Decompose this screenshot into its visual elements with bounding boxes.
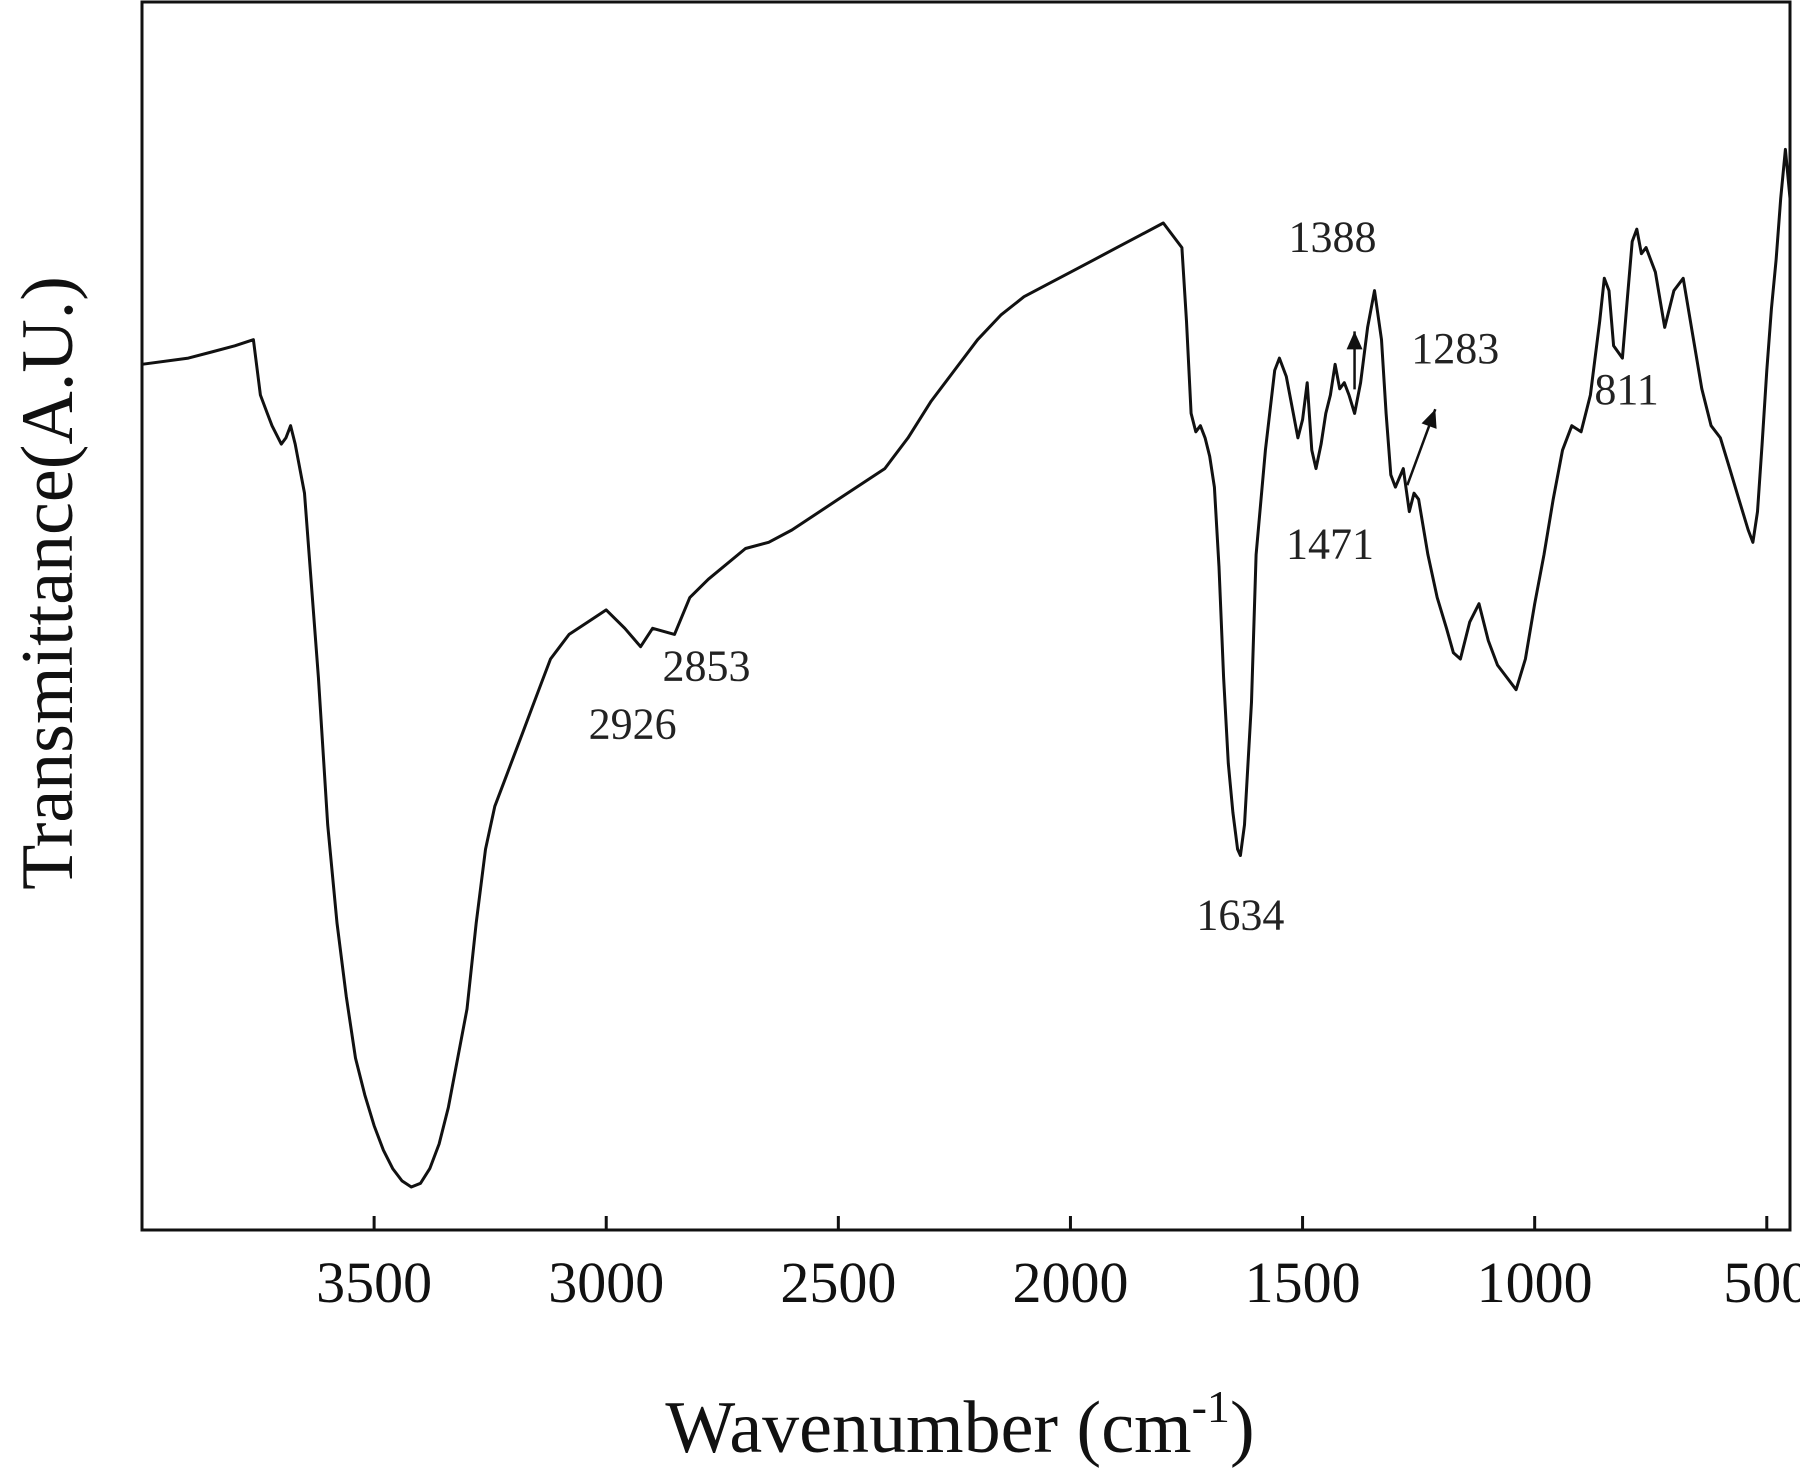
x-tick-label: 500 (1723, 1250, 1800, 1315)
x-tick-label: 3000 (548, 1250, 664, 1315)
peak-label-1388: 1388 (1289, 212, 1377, 261)
peak-arrowhead-1283 (1421, 409, 1437, 429)
peak-label-1634: 1634 (1196, 890, 1284, 939)
peak-label-1283: 1283 (1411, 324, 1499, 373)
x-tick-label: 2000 (1012, 1250, 1128, 1315)
x-tick-label: 3500 (316, 1250, 432, 1315)
x-axis-title: Wavenumber (cm-1) (665, 1381, 1254, 1469)
peak-label-2926: 2926 (589, 700, 677, 749)
x-tick-label: 1500 (1245, 1250, 1361, 1315)
peak-labels: 2926 2853 1634 1471 1388 1283 811 (589, 212, 1659, 939)
peak-label-811: 811 (1594, 365, 1658, 414)
x-axis-ticks (372, 1216, 1769, 1230)
x-axis-tick-labels: 3500 3000 2500 2000 1500 1000 500 (316, 1250, 1800, 1315)
peak-arrows (1346, 331, 1437, 486)
peak-arrowhead-1388 (1346, 331, 1363, 350)
x-tick-label: 2500 (780, 1250, 896, 1315)
peak-label-2853: 2853 (662, 641, 750, 690)
y-axis-title: Transmittance(A.U.) (7, 276, 89, 890)
plot-frame (140, 0, 1792, 1232)
x-tick-label: 1000 (1477, 1250, 1593, 1315)
series-line-spectrum (141, 147, 1792, 1189)
peak-label-1471: 1471 (1286, 520, 1374, 569)
